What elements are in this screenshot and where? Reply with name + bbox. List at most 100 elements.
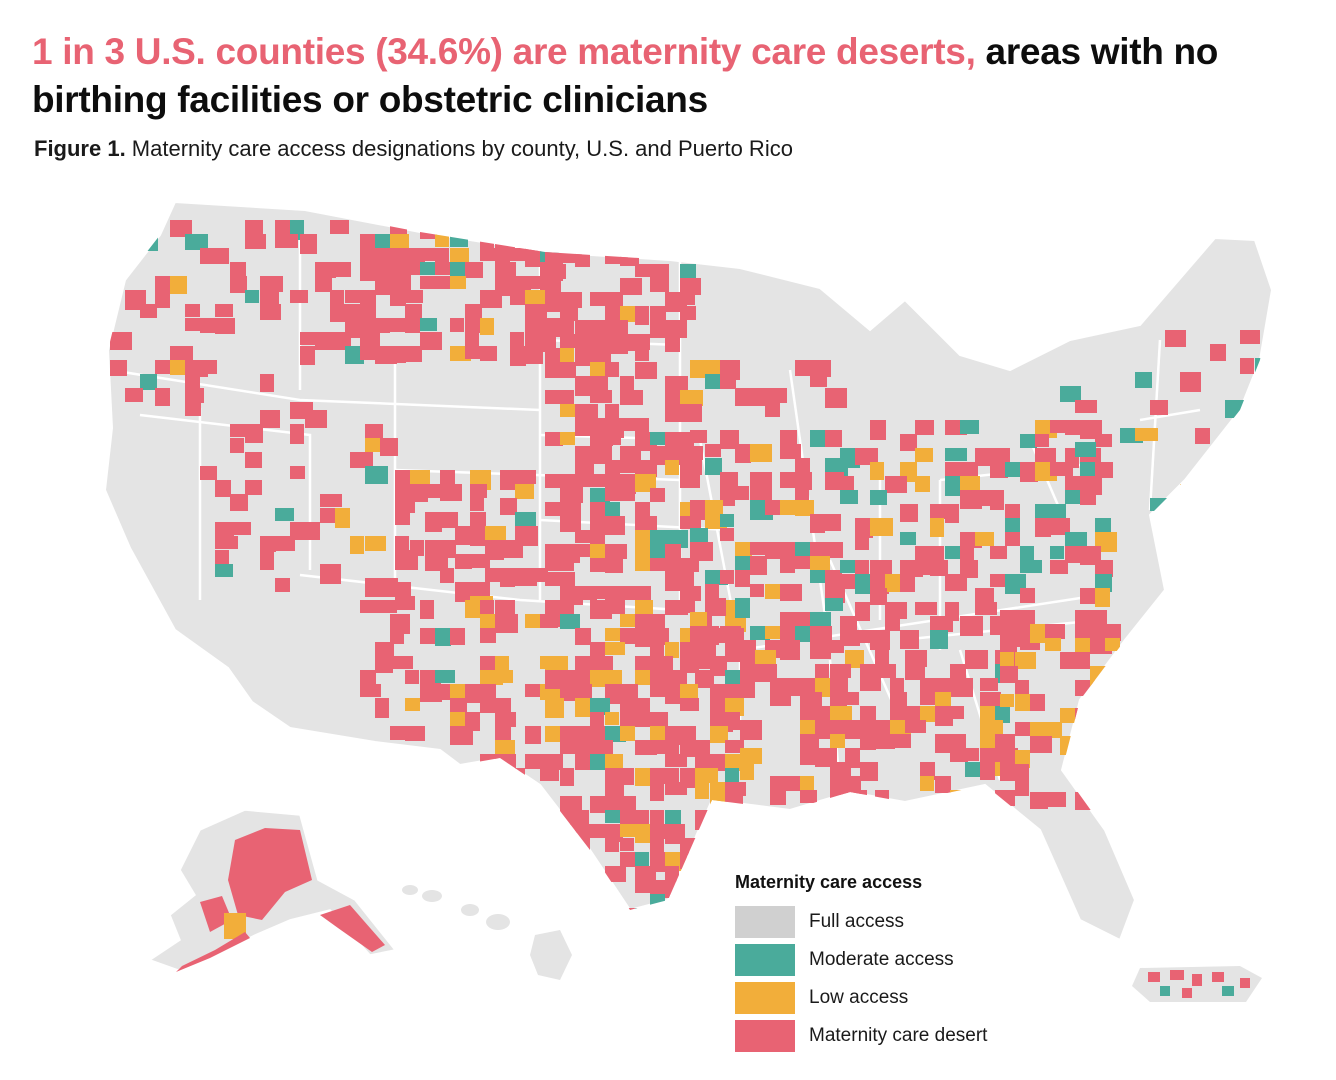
county-desert-cell [575,446,591,463]
county-desert-cell [545,572,561,586]
county-desert-cell [365,424,383,439]
county-desert-cell [830,664,851,678]
county-desert-cell [1005,504,1020,521]
county-moderate-cell [1005,462,1023,477]
county-desert-cell [960,560,978,578]
county-desert-cell [900,630,919,649]
county-desert-cell [795,360,813,376]
county-low-cell [1090,736,1108,750]
county-desert-cell [680,292,695,305]
county-desert-cell [275,536,295,551]
county-desert-cell [725,782,746,796]
county-moderate-cell [450,234,468,247]
county-low-cell [980,720,1003,737]
county-low-cell [695,768,718,783]
county-desert-cell [860,762,878,781]
county-low-cell [665,460,679,475]
county-desert-cell [980,678,998,691]
county-desert-cell [690,430,707,443]
county-desert-cell [780,542,798,557]
county-desert-cell [320,508,335,523]
county-desert-cell [1065,546,1080,563]
county-desert-cell [200,248,216,264]
headline-highlight: 1 in 3 U.S. counties (34.6%) are materni… [32,31,976,72]
county-desert-cell [800,748,818,765]
county-desert-cell [710,754,729,771]
county-desert-cell [935,706,953,726]
county-desert-cell [825,388,847,408]
county-desert-cell [1105,624,1121,641]
county-moderate-cell [1095,518,1111,535]
county-desert-cell [665,866,679,882]
county-low-cell [335,508,350,528]
county-low-cell [975,532,994,546]
county-desert-cell [800,790,817,803]
county-moderate-cell [825,598,843,611]
county-low-cell [560,838,574,855]
county-desert-cell [170,346,193,363]
county-low-cell [605,628,620,641]
county-moderate-cell [1005,518,1020,535]
county-desert-cell [1075,708,1090,722]
county-low-cell [495,670,513,683]
county-desert-cell [170,220,192,237]
county-desert-cell [930,560,948,576]
county-desert-cell [590,656,613,671]
county-desert-cell [680,306,696,320]
county-desert-cell [215,318,235,334]
county-low-cell [365,536,386,551]
county-desert-cell [690,542,713,561]
county-desert-cell [680,404,702,422]
county-desert-cell [590,390,612,403]
county-desert-cell [815,664,829,678]
county-desert-cell [1080,588,1098,604]
county-desert-cell [200,466,217,480]
county-moderate-cell [435,670,455,683]
county-desert-cell [650,810,664,825]
legend-item-full-access: Full access [735,903,1035,941]
county-desert-cell [735,486,749,500]
county-desert-cell [710,894,729,907]
county-desert-cell [420,220,437,239]
county-desert-cell [665,544,681,558]
county-desert-cell [500,568,515,587]
county-desert-cell [390,346,406,363]
headline: 1 in 3 U.S. counties (34.6%) are materni… [32,28,1322,124]
county-desert-cell [860,720,878,736]
county-desert-cell [635,712,651,727]
county-desert-cell [1150,400,1168,415]
county-desert-cell [870,420,886,440]
county-desert-cell [995,734,1015,752]
county-moderate-cell [375,234,392,248]
county-desert-cell [545,838,566,853]
county-low-cell [450,712,465,729]
county-desert-cell [710,824,729,843]
county-desert-cell [545,278,561,296]
alaska-low-access [224,913,246,939]
county-desert-cell [780,430,797,444]
county-desert-cell [605,782,624,800]
county-desert-cell [500,498,517,515]
county-desert-cell [635,502,650,518]
county-desert-cell [140,304,157,318]
county-desert-cell [455,582,473,602]
county-desert-cell [950,706,964,719]
legend-label-low-access: Low access [809,987,909,1008]
county-desert-cell [915,420,934,435]
county-desert-cell [1090,624,1105,637]
county-desert-cell [315,276,332,292]
county-desert-cell [510,248,527,261]
county-low-cell [590,894,607,911]
county-desert-cell [560,558,574,571]
county-desert-cell [635,516,657,531]
county-desert-cell [470,582,490,597]
county-desert-cell [1075,750,1095,767]
county-desert-cell [860,678,881,691]
county-moderate-cell [710,908,732,926]
county-desert-cell [360,290,376,307]
county-low-cell [870,462,884,480]
county-desert-cell [605,768,624,786]
county-moderate-cell [1075,442,1096,457]
county-desert-cell [900,434,917,451]
county-desert-cell [665,768,679,784]
